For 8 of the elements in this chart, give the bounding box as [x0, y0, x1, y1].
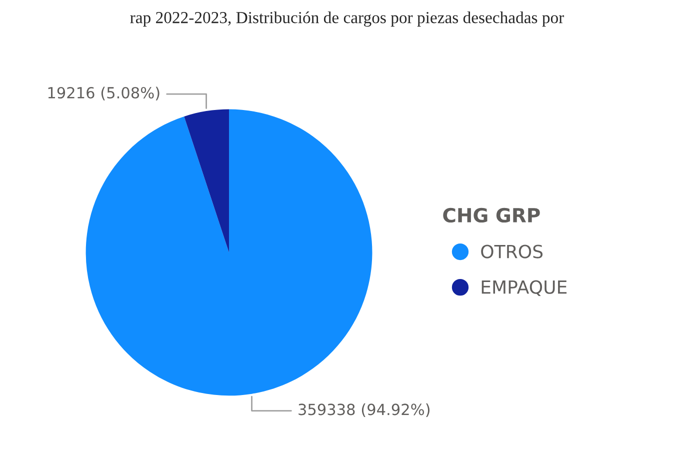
chart-title: rap 2022-2023, Distribución de cargos por piezas desechadas por [130, 11, 564, 27]
data-label: 19216 (5.08%) [48, 86, 160, 100]
pie-slice [184, 109, 230, 252]
pie-slice [86, 109, 372, 396]
legend-label: OTROS [481, 244, 543, 258]
legend-title: CHG GRP [443, 208, 540, 223]
data-label: 359338 (94.92%) [298, 403, 430, 418]
legend-label: EMPAQUE [482, 280, 567, 296]
